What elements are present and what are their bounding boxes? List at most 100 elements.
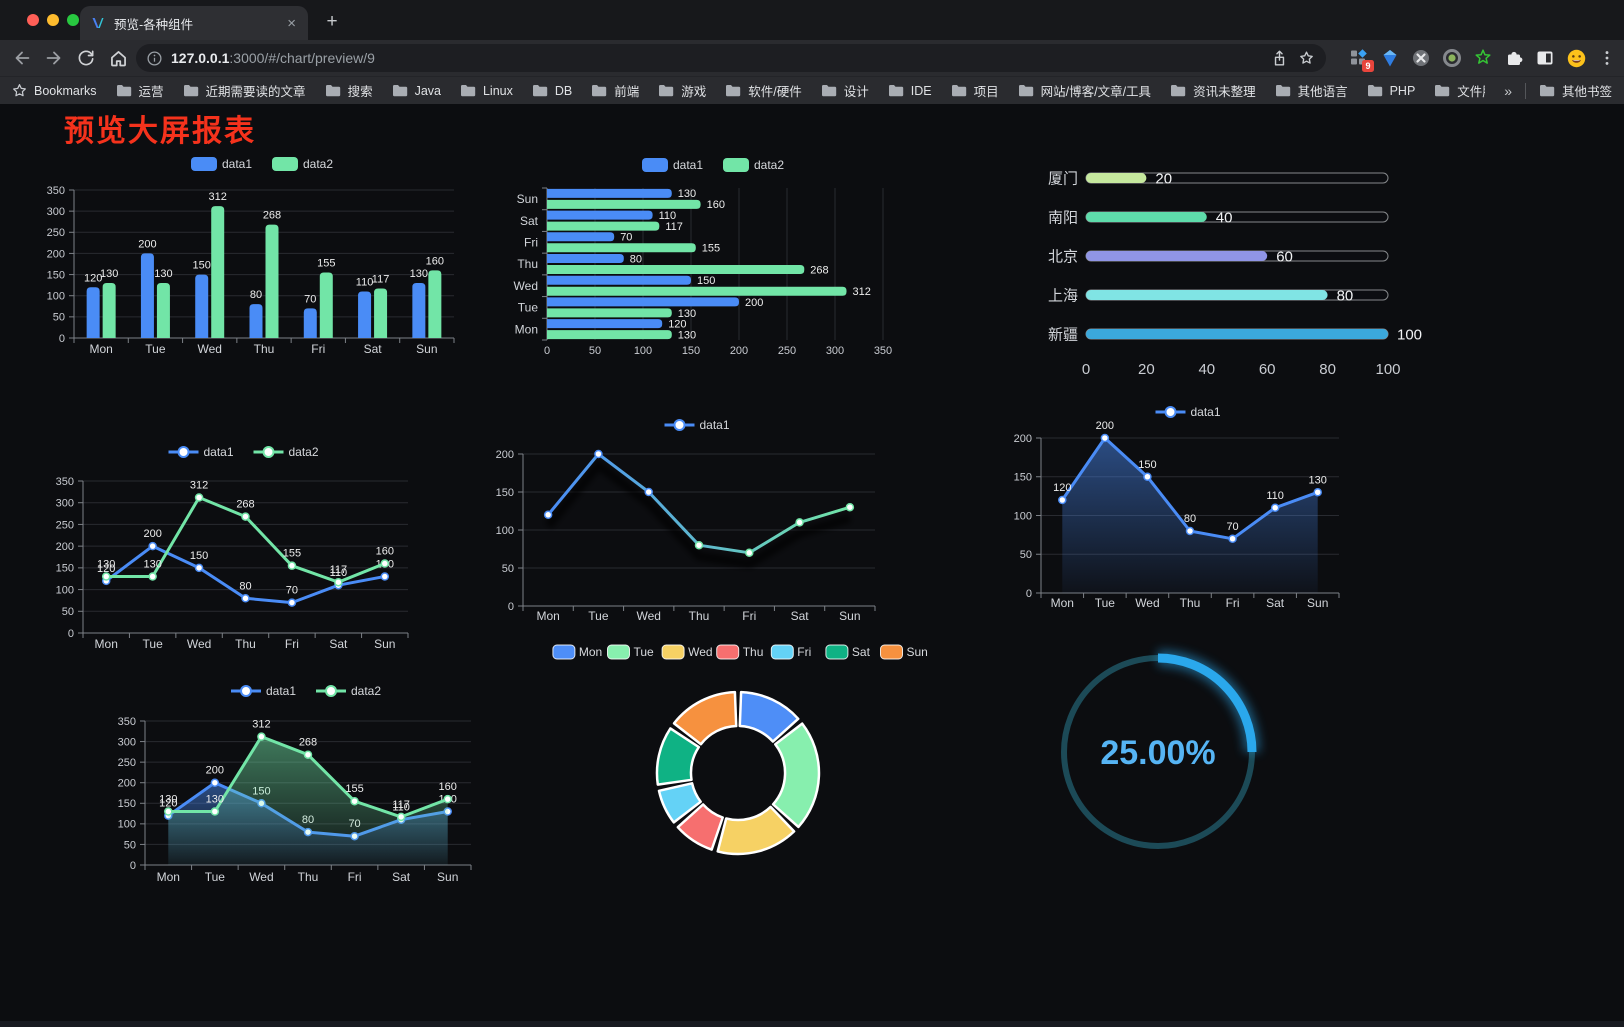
svg-text:Wed: Wed [636, 609, 660, 623]
svg-text:50: 50 [124, 839, 136, 851]
share-icon[interactable] [1270, 49, 1289, 68]
legend-item-Thu[interactable]: Thu [716, 644, 764, 660]
legend-item-data1[interactable]: data1 [191, 157, 252, 171]
address-bar[interactable]: 127.0.0.1:3000/#/chart/preview/9 [136, 44, 1326, 72]
menu-kebab-icon[interactable] [1596, 47, 1618, 69]
legend-item-Tue[interactable]: Tue [607, 644, 655, 660]
svg-text:80: 80 [630, 253, 642, 265]
extension-ring-green-icon[interactable] [1441, 47, 1463, 69]
browser-tab[interactable]: 预览-各种组件 × [80, 6, 308, 40]
bookmark-folder-item[interactable]: 搜索 [325, 81, 373, 100]
legend-item-Fri[interactable]: Fri [770, 644, 811, 660]
window-zoom-button[interactable] [67, 14, 79, 26]
legend-item-data1[interactable]: data1 [664, 418, 730, 432]
svg-text:150: 150 [56, 563, 74, 575]
bookmark-folder-item[interactable]: 前端 [591, 81, 639, 100]
svg-text:100: 100 [496, 525, 514, 537]
svg-text:250: 250 [118, 757, 136, 769]
svg-text:312: 312 [209, 191, 227, 203]
svg-text:20: 20 [1138, 361, 1155, 378]
legend-item-data2[interactable]: data2 [253, 445, 319, 459]
svg-text:Tue: Tue [143, 637, 164, 651]
tab-close-icon[interactable]: × [287, 14, 296, 32]
svg-text:350: 350 [874, 345, 892, 357]
forward-button[interactable] [42, 46, 66, 70]
legend-item-Wed[interactable]: Wed [661, 644, 713, 660]
legend-item-Sat[interactable]: Sat [825, 644, 871, 660]
bookmark-folder-item[interactable]: 运营 [116, 81, 164, 100]
legend-item-data2[interactable]: data2 [272, 157, 333, 171]
svg-text:上海: 上海 [1048, 287, 1078, 304]
extension-green-star-icon[interactable] [1472, 47, 1494, 69]
bookmark-folder-label: 其他语言 [1297, 85, 1348, 99]
folder-icon [183, 85, 198, 97]
svg-text:Sat: Sat [1266, 596, 1285, 610]
legend-item-data1[interactable]: data1 [642, 158, 703, 172]
bookmark-star-icon[interactable] [1297, 49, 1316, 68]
extension-emoji-icon[interactable] [1565, 47, 1587, 69]
legend-item-data1[interactable]: data1 [231, 684, 296, 698]
svg-text:Mon: Mon [536, 609, 559, 623]
extension-gem-icon[interactable] [1379, 47, 1401, 69]
svg-text:150: 150 [47, 269, 65, 281]
svg-text:130: 130 [159, 794, 177, 806]
legend-item-Sun[interactable]: Sun [880, 644, 928, 660]
bookmark-folder-item[interactable]: DB [532, 84, 572, 98]
svg-text:data1: data1 [1191, 405, 1221, 419]
svg-text:Sat: Sat [392, 870, 411, 884]
svg-text:Fri: Fri [742, 609, 756, 623]
svg-text:110: 110 [392, 802, 410, 814]
folder-icon [1435, 85, 1450, 97]
svg-text:Fri: Fri [524, 235, 538, 249]
bookmark-folder-item[interactable]: IDE [888, 84, 932, 98]
bookmark-folder-item[interactable]: 文件服务器 [1434, 81, 1485, 100]
extension-adblock-icon[interactable]: 9 [1348, 47, 1374, 72]
bookmark-folder-item[interactable]: Java [392, 84, 441, 98]
bookmarks-label-item[interactable]: Bookmarks [12, 83, 97, 98]
svg-text:100: 100 [47, 291, 65, 303]
new-tab-button[interactable]: + [326, 11, 338, 32]
bookmarks-right: » 其他书签 [1504, 81, 1612, 100]
other-bookmarks-folder[interactable]: 其他书签 [1539, 81, 1612, 100]
svg-text:新疆: 新疆 [1048, 326, 1078, 343]
svg-text:312: 312 [853, 286, 871, 298]
legend-item-data2[interactable]: data2 [316, 684, 381, 698]
bookmark-folder-item[interactable]: 设计 [821, 81, 869, 100]
folder-icon [116, 85, 131, 97]
extension-sidebar-icon[interactable] [1534, 47, 1556, 69]
svg-text:150: 150 [496, 487, 514, 499]
bookmark-folder-item[interactable]: 游戏 [658, 81, 706, 100]
legend-item-data1[interactable]: data1 [1155, 405, 1221, 419]
folder-icon [726, 85, 741, 97]
svg-text:Thu: Thu [235, 637, 256, 651]
bookmark-folder-item[interactable]: 项目 [951, 81, 999, 100]
tab-strip: 预览-各种组件 × + [0, 0, 1624, 40]
chart-line-area: data1 0 50 100 150 200 Mon Tue Wed Thu Fri Sat Sun 12… [995, 396, 1357, 620]
bookmark-folder-item[interactable]: 资讯未整理 [1170, 81, 1256, 100]
svg-text:Sat: Sat [852, 645, 871, 659]
bookmark-folder-item[interactable]: PHP [1367, 84, 1415, 98]
svg-text:Sun: Sun [437, 870, 458, 884]
bookmark-folder-item[interactable]: 其他语言 [1275, 81, 1348, 100]
legend-item-Mon[interactable]: Mon [552, 644, 602, 660]
window-minimize-button[interactable] [47, 14, 59, 26]
back-button[interactable] [10, 46, 34, 70]
extension-puzzle-icon[interactable] [1503, 47, 1525, 69]
svg-text:80: 80 [1319, 361, 1336, 378]
svg-text:Sat: Sat [329, 637, 348, 651]
bookmark-folder-item[interactable]: 近期需要读的文章 [183, 81, 306, 100]
legend-item-data1[interactable]: data1 [168, 445, 234, 459]
bookmark-folder-item[interactable]: Linux [460, 84, 513, 98]
svg-text:Sat: Sat [520, 214, 539, 228]
bookmarks-overflow-chevron[interactable]: » [1504, 82, 1512, 99]
reload-button[interactable] [74, 46, 98, 70]
legend-item-data2[interactable]: data2 [723, 158, 784, 172]
window-close-button[interactable] [27, 14, 39, 26]
bookmark-folder-item[interactable]: 软件/硬件 [725, 81, 802, 100]
site-info-icon[interactable] [146, 50, 163, 67]
svg-text:Fri: Fri [1226, 596, 1240, 610]
extension-dark-circle-icon[interactable] [1410, 47, 1432, 69]
svg-text:117: 117 [330, 564, 348, 576]
bookmark-folder-item[interactable]: 网站/博客/文章/工具 [1018, 81, 1151, 100]
home-button[interactable] [106, 46, 130, 70]
